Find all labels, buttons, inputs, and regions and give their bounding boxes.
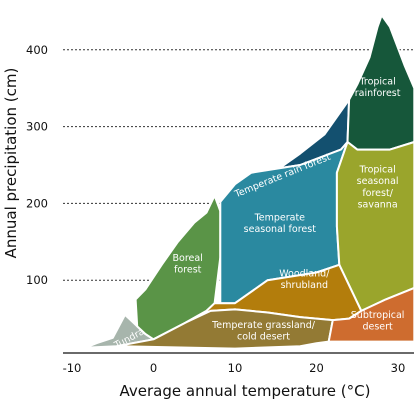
x-tick-label: 20 — [309, 361, 324, 375]
y-tick-label: 100 — [26, 273, 48, 287]
tick-labels: -10 0 10 20 30 100 200 300 400 — [26, 43, 405, 375]
label-woodland-shrubland: Woodland/shrubland — [279, 268, 330, 291]
label-temperate-seasonal-forest: Temperate seasonal forest — [244, 212, 317, 235]
label-boreal-forest: Boreal forest — [173, 253, 203, 276]
x-axis-title: Average annual temperature (°C) — [120, 382, 371, 400]
x-tick-label: 10 — [228, 361, 243, 375]
region-subtropical-desert — [327, 286, 416, 343]
label-tropical-rain-forest: Tropical rainforest — [355, 76, 401, 99]
y-tick-label: 400 — [26, 43, 48, 57]
x-tick-label: 0 — [150, 361, 157, 375]
y-tick-label: 200 — [26, 196, 48, 210]
x-tick-label: 30 — [391, 361, 406, 375]
label-temperate-grassland-cold-desert: Temperate grassland/cold desert — [211, 320, 316, 343]
y-tick-label: 300 — [26, 120, 48, 134]
biome-regions — [84, 14, 416, 350]
label-tropical-seasonal-forest-savanna: Tropical seasonal forest/savanna — [357, 165, 399, 211]
x-tick-label: -10 — [63, 361, 82, 375]
label-subtropical-desert: Subtropical desert — [351, 310, 405, 333]
region-temperate-grassland-cold-desert — [115, 308, 334, 350]
y-axis-title: Annual precipitation (cm) — [2, 68, 20, 259]
